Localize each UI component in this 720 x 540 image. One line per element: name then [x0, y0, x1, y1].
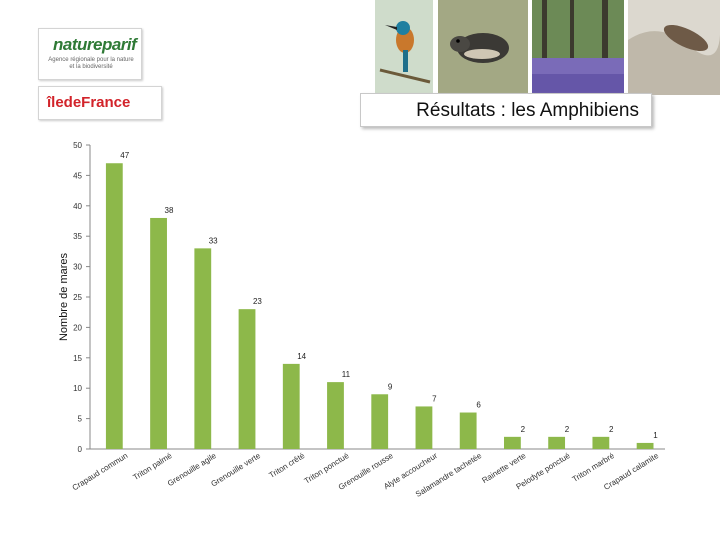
bar [504, 436, 521, 449]
y-tick-label: 20 [73, 323, 82, 332]
bar [105, 163, 123, 450]
bar [415, 406, 433, 449]
bluebell-forest-photo [532, 0, 624, 95]
natureparif-logo: natureparif Agence régionale pour la nat… [38, 28, 142, 80]
x-tick-label: Crapaud commun [71, 451, 130, 492]
y-tick-label: 0 [78, 445, 83, 454]
shrew-photo [438, 0, 528, 95]
bar-value-label: 2 [565, 425, 570, 434]
bar [459, 412, 477, 449]
bar-value-label: 47 [120, 151, 129, 160]
bar [327, 382, 344, 449]
y-tick-label: 10 [73, 384, 82, 393]
iledefrance-logo: îledeFrance [38, 86, 162, 120]
bar-value-label: 23 [253, 297, 262, 306]
y-tick-label: 45 [73, 171, 82, 180]
y-tick-label: 5 [78, 415, 83, 424]
bars [105, 163, 654, 450]
y-tick-label: 35 [73, 232, 82, 241]
x-tick-label: Triton crêté [267, 451, 306, 480]
title-box: Résultats : les Amphibiens [360, 93, 652, 127]
bar-value-label: 9 [388, 382, 393, 391]
bar [150, 217, 167, 449]
value-labels: 47 38 33 23 14 11 9 7 6 2 2 2 1 [120, 151, 658, 440]
y-tick-label: 25 [73, 293, 82, 302]
bar [371, 394, 389, 449]
x-tick-label: Grenouille verte [209, 451, 262, 489]
iledefrance-logo-text: îledeFrance [47, 94, 131, 111]
bar-value-label: 1 [653, 431, 658, 440]
bar-value-label: 7 [432, 394, 437, 403]
y-tick-label: 30 [73, 263, 82, 272]
bar-value-label: 2 [521, 425, 526, 434]
y-tick-label: 15 [73, 354, 82, 363]
x-tick-label: Triton palmé [131, 451, 174, 482]
river-fish-photo [628, 0, 720, 95]
bar-value-label: 38 [165, 206, 174, 215]
natureparif-logo-text: natureparif [53, 35, 137, 54]
bar [548, 436, 566, 449]
bar [282, 363, 300, 449]
bar-value-label: 11 [342, 370, 351, 379]
bar [636, 442, 654, 449]
y-tick-label: 40 [73, 202, 82, 211]
natureparif-logo-tagline: Agence régionale pour la nature et la bi… [48, 57, 134, 70]
page-title: Résultats : les Amphibiens [416, 100, 639, 121]
bar-value-label: 14 [297, 352, 306, 361]
bar-value-label: 33 [209, 236, 218, 245]
bar-value-label: 6 [476, 401, 481, 410]
y-axis: 0 5 10 15 20 25 30 35 40 45 50 [73, 141, 91, 454]
bar [238, 309, 256, 449]
bar [592, 436, 610, 449]
bar-value-label: 2 [609, 425, 614, 434]
bar [194, 248, 212, 449]
y-tick-label: 50 [73, 141, 82, 150]
kingfisher-photo [375, 0, 433, 95]
y-axis-label: Nombre de mares [58, 252, 70, 341]
